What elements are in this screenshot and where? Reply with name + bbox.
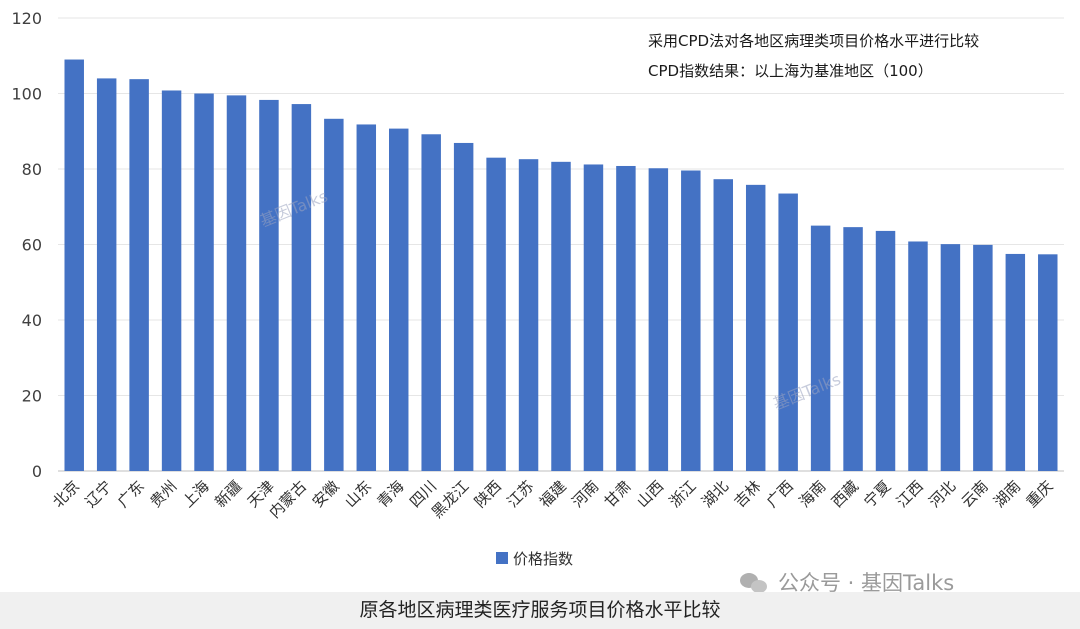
bar bbox=[1005, 253, 1026, 471]
x-tick-label: 江西 bbox=[893, 477, 927, 511]
legend: 价格指数 bbox=[496, 550, 573, 568]
bar bbox=[291, 104, 312, 471]
brand-text: 公众号 · 基因Talks bbox=[778, 571, 955, 595]
x-tick-label: 吉林 bbox=[731, 477, 765, 511]
bar bbox=[1038, 254, 1058, 471]
x-tick-label: 云南 bbox=[958, 477, 992, 511]
y-tick-label: 60 bbox=[22, 236, 42, 255]
x-tick-label: 山东 bbox=[341, 477, 375, 511]
annotation-result: CPD指数结果：以上海为基准地区（100） bbox=[648, 62, 933, 80]
bar bbox=[843, 227, 863, 471]
wechat-icon bbox=[740, 571, 770, 595]
legend-label: 价格指数 bbox=[513, 550, 573, 568]
bar bbox=[161, 90, 182, 471]
x-tick-label: 海南 bbox=[795, 477, 829, 511]
x-tick-label: 江苏 bbox=[503, 477, 537, 511]
x-tick-label: 甘肃 bbox=[601, 477, 635, 511]
x-tick-label: 内蒙古 bbox=[266, 477, 311, 522]
x-tick-label: 福建 bbox=[536, 477, 570, 511]
y-tick-label: 40 bbox=[22, 311, 42, 330]
x-tick-label: 广东 bbox=[114, 477, 148, 511]
bar bbox=[908, 241, 928, 471]
legend-swatch bbox=[496, 552, 508, 564]
x-tick-label: 河北 bbox=[925, 477, 959, 511]
bar bbox=[681, 170, 701, 471]
y-axis-ticks: 0 20 40 60 80 100 120 bbox=[11, 9, 42, 481]
bar bbox=[973, 244, 993, 471]
bars bbox=[64, 59, 1058, 472]
x-tick-label: 宁夏 bbox=[860, 477, 894, 511]
x-tick-label: 西藏 bbox=[828, 477, 862, 511]
x-tick-label: 贵州 bbox=[146, 477, 180, 511]
x-tick-label: 辽宁 bbox=[82, 477, 116, 511]
x-tick-label: 陕西 bbox=[471, 477, 505, 511]
x-tick-label: 广西 bbox=[763, 477, 797, 511]
x-tick-label: 河南 bbox=[568, 477, 602, 511]
y-tick-label: 80 bbox=[22, 160, 42, 179]
bar bbox=[194, 93, 214, 471]
x-axis-ticks: 北京辽宁广东贵州上海新疆天津内蒙古安徽山东青海四川黑龙江陕西江苏福建河南甘肃山西… bbox=[49, 477, 1057, 522]
y-tick-label: 20 bbox=[22, 387, 42, 406]
bar bbox=[226, 95, 247, 471]
x-tick-label: 安徽 bbox=[309, 477, 343, 511]
x-tick-label: 黑龙江 bbox=[428, 477, 473, 522]
bar bbox=[745, 184, 766, 472]
brand-watermark: 公众号 · 基因Talks bbox=[740, 568, 954, 598]
x-tick-label: 新疆 bbox=[211, 477, 245, 511]
x-tick-label: 北京 bbox=[49, 477, 83, 511]
bar bbox=[940, 244, 961, 471]
bar bbox=[453, 142, 474, 471]
bar bbox=[551, 161, 571, 471]
bar bbox=[96, 78, 117, 472]
x-tick-label: 浙江 bbox=[666, 477, 700, 511]
figure-caption: 原各地区病理类医疗服务项目价格水平比较 bbox=[0, 592, 1080, 629]
bar bbox=[259, 99, 279, 471]
x-tick-label: 青海 bbox=[374, 477, 408, 511]
x-tick-label: 重庆 bbox=[1023, 477, 1057, 511]
bar bbox=[875, 230, 896, 471]
bar bbox=[356, 124, 377, 471]
bar bbox=[64, 59, 84, 472]
bar bbox=[810, 225, 831, 471]
annotation-method: 采用CPD法对各地区病理类项目价格水平进行比较 bbox=[648, 32, 979, 50]
x-tick-label: 上海 bbox=[179, 477, 213, 511]
bar bbox=[421, 134, 441, 471]
bar bbox=[518, 159, 539, 471]
bar bbox=[583, 164, 604, 471]
y-tick-label: 100 bbox=[11, 85, 42, 104]
bar bbox=[778, 193, 798, 471]
x-tick-label: 湖北 bbox=[698, 477, 732, 511]
x-tick-label: 湖南 bbox=[990, 477, 1024, 511]
bar bbox=[713, 179, 733, 471]
bar bbox=[648, 168, 669, 471]
x-tick-label: 山西 bbox=[633, 477, 667, 511]
bar bbox=[389, 128, 409, 472]
bar bbox=[616, 165, 636, 472]
y-tick-label: 0 bbox=[32, 462, 42, 481]
bar bbox=[129, 79, 149, 471]
bar-chart: 0 20 40 60 80 100 120 北京辽宁广东贵州上海新疆天津内蒙古安徽山东青海四… bbox=[11, 9, 1064, 568]
bar bbox=[486, 157, 506, 472]
y-tick-label: 120 bbox=[11, 9, 42, 28]
bar bbox=[324, 118, 344, 471]
